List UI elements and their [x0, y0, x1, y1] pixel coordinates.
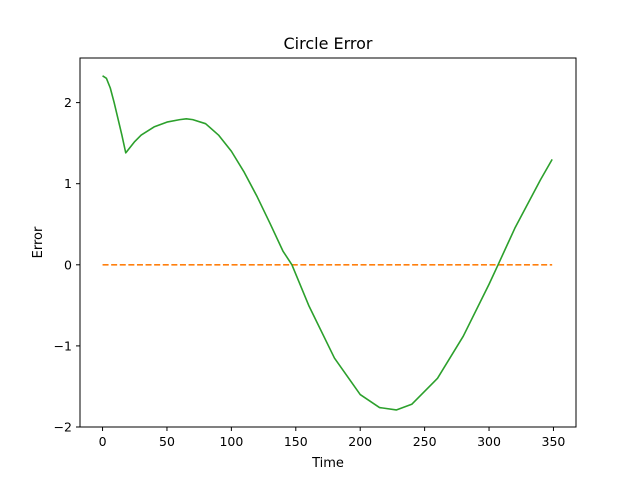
x-tick-label: 150 [284, 434, 308, 449]
x-tick-label: 350 [542, 434, 566, 449]
y-axis-label: Error [31, 226, 46, 258]
x-tick-label: 250 [413, 434, 437, 449]
y-tick-label: −1 [54, 338, 72, 353]
x-axis-label: Time [311, 456, 344, 471]
series-line-2 [102, 75, 553, 411]
x-tick-label: 50 [159, 434, 175, 449]
y-tick-label: −2 [54, 420, 72, 435]
y-tick-label: 1 [64, 176, 72, 191]
plot-area [102, 75, 553, 411]
axes-frame [79, 57, 577, 428]
y-tick-label: 0 [64, 257, 72, 272]
y-tick-label: 2 [64, 95, 72, 110]
y-axis: −2 −1 0 1 2 [54, 95, 80, 435]
x-tick-label: 200 [348, 434, 372, 449]
x-tick-label: 100 [219, 434, 243, 449]
x-tick-label: 300 [477, 434, 501, 449]
chart-title: Circle Error [283, 34, 372, 53]
x-axis: 0 50 100 150 200 250 300 350 [99, 427, 566, 449]
x-tick-label: 0 [99, 434, 107, 449]
